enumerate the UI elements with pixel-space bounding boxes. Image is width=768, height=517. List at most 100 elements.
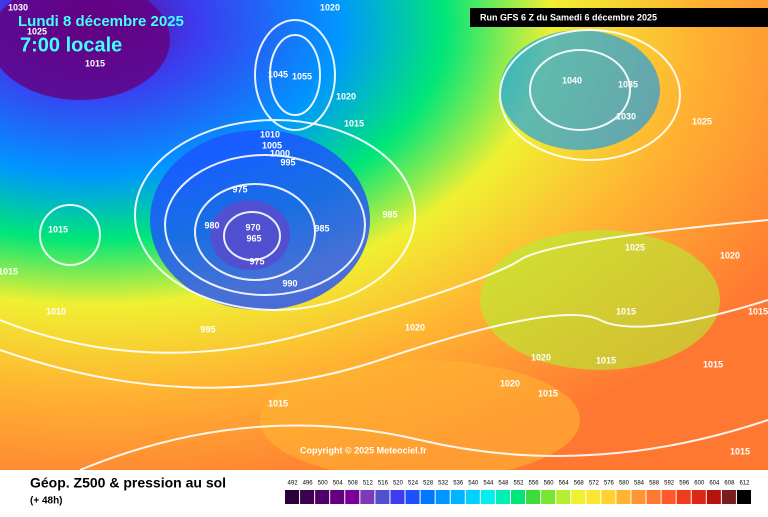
isobar-label: 1015 bbox=[703, 359, 723, 369]
isobar-label: 1015 bbox=[344, 118, 364, 128]
scale-swatch bbox=[450, 490, 465, 504]
scale-swatch bbox=[375, 490, 390, 504]
scale-label: 596 bbox=[679, 481, 690, 487]
scale-label: 496 bbox=[303, 481, 314, 487]
scale-label: 604 bbox=[709, 481, 720, 487]
isobar-label: 965 bbox=[246, 233, 261, 243]
scale-label: 532 bbox=[438, 481, 449, 487]
scale-swatch bbox=[736, 490, 751, 504]
isobar-label: 1020 bbox=[405, 322, 425, 332]
isobar-label: 1040 bbox=[562, 75, 582, 85]
balkans-area bbox=[480, 230, 720, 370]
scale-label: 500 bbox=[318, 481, 329, 487]
scale-label: 552 bbox=[513, 481, 524, 487]
scale-label: 528 bbox=[423, 481, 434, 487]
isobar-label: 970 bbox=[245, 222, 260, 232]
isobar-label: 1025 bbox=[625, 242, 645, 252]
scale-swatch bbox=[541, 490, 556, 504]
scale-label: 524 bbox=[408, 481, 419, 487]
scale-swatch bbox=[315, 490, 330, 504]
run-box bbox=[470, 8, 768, 27]
isobar-label: 1015 bbox=[268, 398, 288, 408]
footer-title: Géop. Z500 & pression au sol bbox=[30, 475, 226, 491]
scale-label: 584 bbox=[634, 481, 645, 487]
isobar-label: 985 bbox=[382, 209, 397, 219]
scale-swatch bbox=[360, 490, 375, 504]
scale-label: 512 bbox=[363, 481, 374, 487]
scale-label: 572 bbox=[589, 481, 600, 487]
scale-swatch bbox=[405, 490, 420, 504]
date: Lundi 8 décembre 2025 bbox=[18, 13, 184, 30]
isobar-label: 995 bbox=[200, 324, 215, 334]
scale-label: 544 bbox=[483, 481, 494, 487]
scale-label: 564 bbox=[559, 481, 570, 487]
footer-lead: (+ 48h) bbox=[30, 496, 63, 507]
isobar-label: 1010 bbox=[260, 129, 280, 139]
scale-swatch bbox=[526, 490, 541, 504]
scale-swatch bbox=[510, 490, 526, 504]
isobar-label: 980 bbox=[204, 220, 219, 230]
time: 7:00 locale bbox=[20, 34, 122, 56]
isobar-label: 1015 bbox=[48, 224, 68, 234]
scale-swatch bbox=[586, 490, 601, 504]
isobar-label: 1015 bbox=[0, 266, 18, 276]
copyright: Copyright © 2025 Meteociel.fr bbox=[300, 445, 427, 455]
scale-label: 560 bbox=[544, 481, 555, 487]
isobar-label: 1020 bbox=[531, 352, 551, 362]
isobar-label: 1015 bbox=[616, 306, 636, 316]
isobar-label: 975 bbox=[249, 256, 264, 266]
isobar-label: 1020 bbox=[500, 378, 520, 388]
scale-label: 548 bbox=[498, 481, 509, 487]
scale-label: 536 bbox=[453, 481, 464, 487]
scale-swatch bbox=[285, 490, 300, 504]
color-scale: 492 496 500 504 508 512 516 520 524 528 532 536 540 5… bbox=[285, 481, 751, 504]
isobar-label: 975 bbox=[232, 184, 247, 194]
isobars bbox=[0, 19, 768, 471]
isobar-label: 1015 bbox=[85, 58, 105, 68]
scale-label: 504 bbox=[333, 481, 344, 487]
isobar-label: 1020 bbox=[320, 2, 340, 12]
scale-label: 492 bbox=[288, 481, 299, 487]
scale-label: 556 bbox=[529, 481, 540, 487]
scale-swatch bbox=[646, 490, 661, 504]
scale-label: 608 bbox=[724, 481, 735, 487]
isobar-label: 1000 bbox=[270, 148, 290, 158]
isobar-label: 985 bbox=[314, 223, 329, 233]
scale-swatch bbox=[435, 490, 450, 504]
isobar-label: 1020 bbox=[336, 91, 356, 101]
isobar-label: 995 bbox=[280, 157, 295, 167]
scale-label: 600 bbox=[694, 481, 705, 487]
scale-swatch bbox=[480, 490, 495, 504]
scale-swatch bbox=[721, 490, 736, 504]
scale-label: 568 bbox=[574, 481, 585, 487]
scale-swatch bbox=[556, 490, 571, 504]
scale-label: 508 bbox=[348, 481, 359, 487]
isobar-label: 1010 bbox=[46, 306, 66, 316]
isobar-label: 1025 bbox=[27, 26, 47, 36]
scale-label: 576 bbox=[604, 481, 615, 487]
scale-swatch bbox=[345, 490, 360, 504]
isobar-label: 1055 bbox=[292, 71, 312, 81]
scale-swatch bbox=[420, 490, 435, 504]
scale-label: 520 bbox=[393, 481, 404, 487]
isobar-label: 1025 bbox=[692, 116, 712, 126]
south-area bbox=[260, 360, 580, 480]
isobar-label: 1015 bbox=[596, 355, 616, 365]
isobar-label: 1020 bbox=[720, 250, 740, 260]
scale-swatch bbox=[706, 490, 721, 504]
isobar-label: 990 bbox=[282, 278, 297, 288]
scale-label: 612 bbox=[739, 481, 750, 487]
scale-label: 540 bbox=[468, 481, 479, 487]
scale-swatch bbox=[300, 490, 315, 504]
isobar-label: 1015 bbox=[730, 446, 750, 456]
scale-swatch bbox=[661, 490, 676, 504]
scale-swatch bbox=[691, 490, 706, 504]
scale-label: 592 bbox=[664, 481, 675, 487]
isobar-label: 1030 bbox=[616, 111, 636, 121]
isobar-label: 1015 bbox=[748, 306, 768, 316]
scale-label: 588 bbox=[649, 481, 660, 487]
isobar-label: 1030 bbox=[8, 2, 28, 12]
scale-label: 580 bbox=[619, 481, 630, 487]
isobar-label: 1045 bbox=[268, 69, 288, 79]
